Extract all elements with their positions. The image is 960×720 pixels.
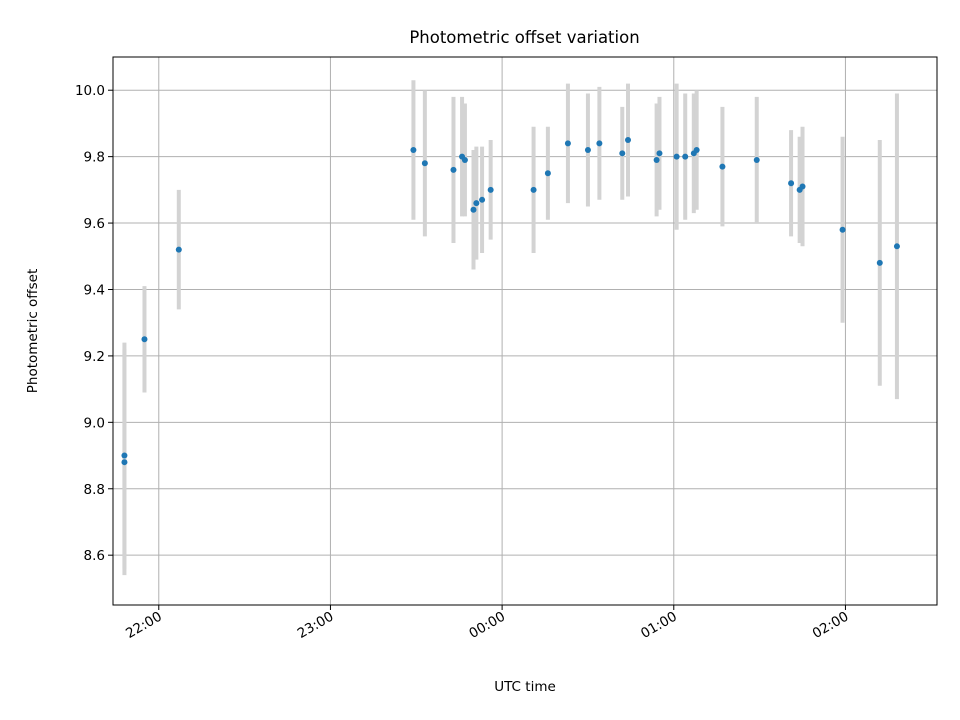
y-tick-label: 9.4 [84, 282, 105, 298]
data-point [530, 186, 537, 193]
x-tick-label: 23:00 [295, 609, 337, 642]
gridlines [113, 57, 937, 605]
y-tick-label: 9.0 [84, 415, 105, 431]
data-point [693, 146, 700, 153]
y-axis-label: Photometric offset [25, 269, 41, 393]
data-point [625, 137, 631, 144]
data-point [175, 246, 182, 253]
x-tick-label: 22:00 [123, 609, 165, 642]
chart-title: Photometric offset variation [409, 28, 639, 47]
y-tick-label: 10.0 [75, 83, 105, 99]
data-point [121, 452, 128, 459]
y-tick-label: 9.2 [84, 349, 105, 365]
data-point [753, 156, 760, 163]
data-point [410, 146, 417, 153]
data-point [479, 196, 486, 203]
data-point [564, 140, 571, 147]
y-tick-label: 8.8 [84, 482, 105, 498]
data-point [682, 153, 689, 160]
data-point [619, 150, 626, 157]
x-tick-label: 00:00 [466, 609, 508, 642]
data-point [487, 186, 494, 193]
data-point [656, 150, 663, 157]
x-axis: 22:00 23:00 00:00 01:00 02:00 [123, 605, 851, 642]
x-axis-label: UTC time [494, 679, 556, 695]
data-point [893, 243, 900, 250]
data-point [450, 166, 457, 173]
data-points [121, 137, 900, 466]
x-tick-label: 02:00 [810, 609, 852, 642]
data-point [421, 160, 428, 167]
data-point [596, 140, 603, 147]
data-point [876, 259, 883, 266]
data-point [473, 200, 480, 207]
x-tick-label: 01:00 [638, 609, 680, 642]
data-point [653, 156, 660, 163]
data-point [584, 146, 591, 153]
y-tick-label: 9.6 [84, 216, 105, 232]
y-tick-label: 9.8 [84, 150, 105, 166]
data-point [544, 170, 551, 177]
data-point [799, 183, 806, 190]
data-point [788, 180, 795, 187]
y-tick-label: 8.6 [84, 548, 105, 564]
data-point [839, 226, 846, 233]
y-axis: 8.6 8.8 9.0 9.2 9.4 9.6 9.8 10.0 [75, 83, 113, 564]
data-point [461, 156, 468, 163]
data-point [121, 459, 128, 466]
plot-frame [112, 56, 938, 606]
data-point [719, 163, 726, 170]
error-bars [122, 80, 899, 576]
data-point [673, 153, 680, 160]
data-point [141, 336, 148, 343]
data-point [470, 206, 477, 213]
